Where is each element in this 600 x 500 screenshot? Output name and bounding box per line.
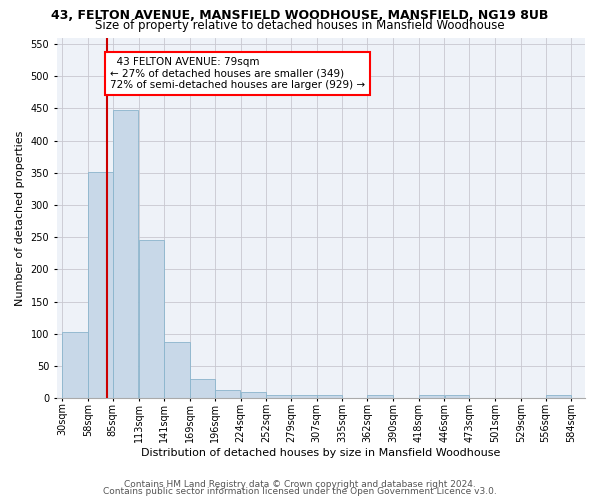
Bar [190,379,215,398]
Text: 43, FELTON AVENUE, MANSFIELD WOODHOUSE, MANSFIELD, NG19 8UB: 43, FELTON AVENUE, MANSFIELD WOODHOUSE, … [52,9,548,22]
Bar [419,395,445,398]
Text: Contains public sector information licensed under the Open Government Licence v3: Contains public sector information licen… [103,487,497,496]
Bar [139,240,164,398]
Text: Contains HM Land Registry data © Crown copyright and database right 2024.: Contains HM Land Registry data © Crown c… [124,480,476,489]
Bar [317,395,343,398]
Bar [367,395,393,398]
Text: 43 FELTON AVENUE: 79sqm  
← 27% of detached houses are smaller (349)
72% of semi: 43 FELTON AVENUE: 79sqm ← 27% of detache… [110,57,365,90]
Bar [62,332,88,398]
Bar [445,395,469,398]
Bar [164,342,190,398]
Bar [241,392,266,398]
Bar [215,390,241,398]
Y-axis label: Number of detached properties: Number of detached properties [15,130,25,306]
Bar [545,395,571,398]
Bar [88,172,113,398]
Text: Size of property relative to detached houses in Mansfield Woodhouse: Size of property relative to detached ho… [95,19,505,32]
Bar [291,395,317,398]
Bar [266,395,291,398]
X-axis label: Distribution of detached houses by size in Mansfield Woodhouse: Distribution of detached houses by size … [141,448,500,458]
Bar [113,110,139,399]
